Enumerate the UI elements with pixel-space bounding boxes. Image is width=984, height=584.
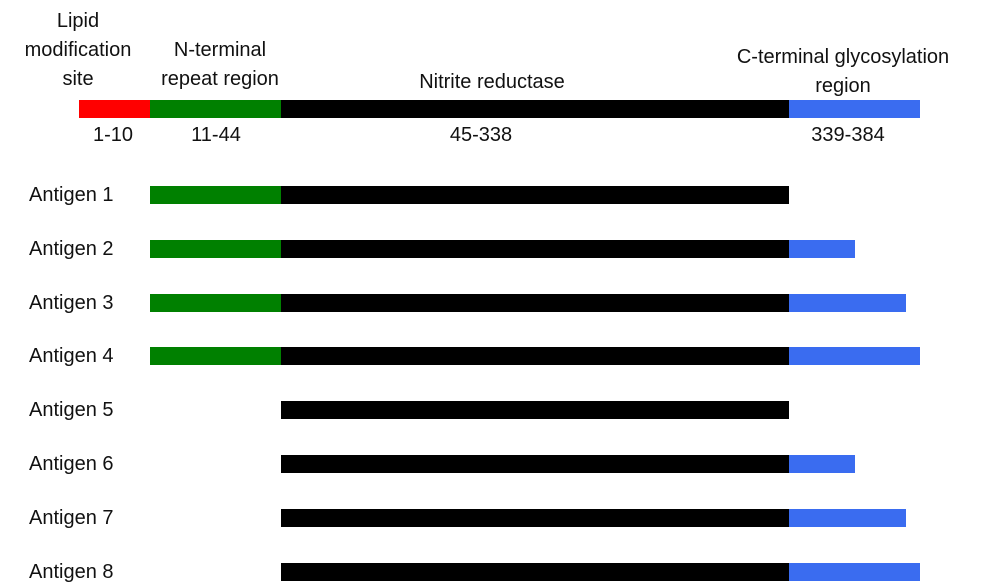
antigen-label: Antigen 2 bbox=[29, 238, 114, 260]
repeat-title-line2: repeat region bbox=[161, 68, 279, 90]
range-label-repeat: 11-44 bbox=[191, 124, 241, 146]
antigen-reductase-segment bbox=[281, 401, 789, 419]
antigen-glyco-segment bbox=[789, 455, 855, 473]
antigen-reductase-segment bbox=[281, 509, 789, 527]
lipid-segment bbox=[79, 100, 150, 118]
antigen-reductase-segment bbox=[281, 186, 789, 204]
repeat-segment bbox=[150, 100, 281, 118]
antigen-glyco-segment bbox=[789, 294, 906, 312]
antigen-label: Antigen 3 bbox=[29, 292, 114, 314]
antigen-glyco-segment bbox=[789, 347, 920, 365]
lipid-title-line1: Lipid bbox=[56, 10, 100, 32]
antigen-reductase-segment bbox=[281, 240, 789, 258]
lipid-title-line3: site bbox=[62, 68, 94, 90]
antigen-label: Antigen 1 bbox=[29, 184, 114, 206]
reductase-segment bbox=[281, 100, 789, 118]
repeat-title-line1: N-terminal bbox=[173, 39, 267, 61]
antigen-label: Antigen 5 bbox=[29, 399, 114, 421]
glyco-title-line1: C-terminal glycosylation bbox=[736, 46, 950, 68]
antigen-reductase-segment bbox=[281, 347, 789, 365]
lipid-title-line2: modification bbox=[24, 39, 132, 61]
antigen-label: Antigen 8 bbox=[29, 561, 114, 583]
antigen-glyco-segment bbox=[789, 240, 855, 258]
antigen-reductase-segment bbox=[281, 455, 789, 473]
antigen-glyco-segment bbox=[789, 509, 906, 527]
reductase-title: Nitrite reductase bbox=[419, 71, 565, 93]
glyco-segment bbox=[789, 100, 920, 118]
glyco-title-line2: region bbox=[815, 75, 871, 97]
antigen-repeat-segment bbox=[150, 294, 281, 312]
range-label-lipid: 1-10 bbox=[92, 124, 134, 146]
range-label-reductase: 45-338 bbox=[449, 124, 513, 146]
antigen-repeat-segment bbox=[150, 347, 281, 365]
antigen-label: Antigen 6 bbox=[29, 453, 114, 475]
range-label-glyco: 339-384 bbox=[811, 124, 885, 146]
antigen-label: Antigen 4 bbox=[29, 345, 114, 367]
antigen-glyco-segment bbox=[789, 563, 920, 581]
antigen-label: Antigen 7 bbox=[29, 507, 114, 529]
antigen-reductase-segment bbox=[281, 294, 789, 312]
antigen-repeat-segment bbox=[150, 186, 281, 204]
antigen-repeat-segment bbox=[150, 240, 281, 258]
antigen-reductase-segment bbox=[281, 563, 789, 581]
